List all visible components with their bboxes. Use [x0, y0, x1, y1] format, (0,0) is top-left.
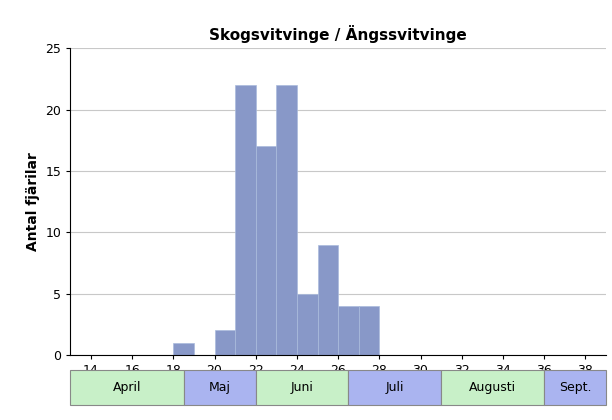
Text: Sept.: Sept. [559, 381, 591, 394]
Y-axis label: Antal fjärilar: Antal fjärilar [26, 152, 40, 251]
Bar [297, 294, 318, 355]
Bar [184, 370, 256, 405]
Bar [348, 370, 441, 405]
Bar [277, 85, 297, 355]
Title: Skogsvitvinge / Ängssvitvinge: Skogsvitvinge / Ängssvitvinge [209, 25, 467, 43]
Bar [441, 370, 544, 405]
Bar [359, 306, 379, 355]
Text: Juli: Juli [386, 381, 404, 394]
X-axis label: Vecka: Vecka [315, 383, 361, 396]
Bar [256, 370, 348, 405]
Text: Augusti: Augusti [469, 381, 516, 394]
Bar [70, 370, 184, 405]
Bar [215, 331, 235, 355]
Bar [256, 147, 277, 355]
Bar [318, 244, 338, 355]
Bar [173, 343, 194, 355]
Bar [338, 306, 359, 355]
Text: Maj: Maj [209, 381, 231, 394]
Bar [544, 370, 606, 405]
Text: April: April [113, 381, 141, 394]
Text: Juni: Juni [291, 381, 313, 394]
Bar [235, 85, 256, 355]
